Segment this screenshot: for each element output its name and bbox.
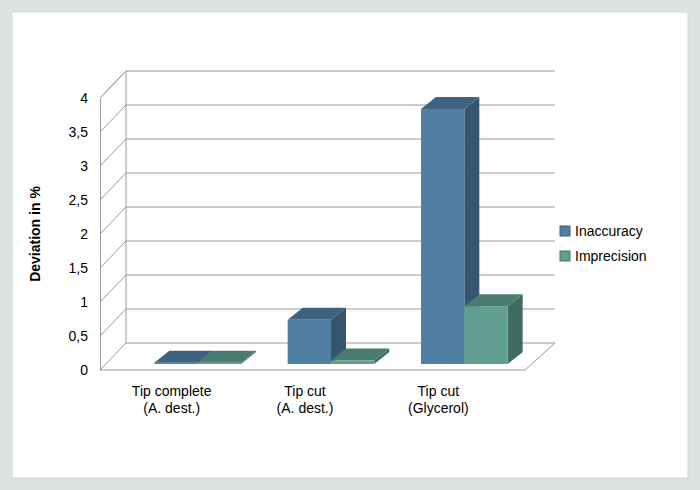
y-tick-label: 2,5: [69, 192, 89, 208]
y-tick: 3: [80, 158, 100, 174]
bar-box: [288, 308, 346, 364]
bar: [421, 109, 464, 364]
bar-side: [508, 294, 523, 364]
y-tick: 2,5: [69, 192, 100, 208]
x-tick: Tip cut(A. dest.): [277, 370, 334, 416]
bar-top: [331, 349, 389, 361]
grid-line: [100, 105, 555, 132]
x-axis: Tip complete(A. dest.)Tip cut(A. dest.)T…: [132, 370, 469, 416]
plot-area: [154, 97, 522, 364]
grid-line: [100, 173, 555, 200]
x-tick-label: Tip cut(A. dest.): [277, 383, 334, 417]
bar-box: [198, 351, 256, 364]
y-tick-label: 3,5: [69, 124, 89, 140]
bar: [154, 363, 197, 364]
y-tick: 3,5: [69, 124, 100, 140]
y-tick-label: 0,5: [69, 328, 89, 344]
y-tick: 2: [80, 226, 100, 242]
grid-line: [100, 207, 555, 234]
y-tick-label: 1,5: [69, 260, 89, 276]
y-tick-label: 2: [80, 226, 88, 242]
y-axis-line: [100, 99, 101, 371]
bar-top: [288, 308, 346, 320]
x-tick-label: Tip complete(A. dest.): [132, 383, 212, 417]
legend-label: Imprecision: [575, 248, 647, 264]
legend-swatch: [560, 226, 570, 236]
bar-top: [198, 351, 256, 363]
x-tick-label-line: Tip complete: [132, 383, 212, 399]
y-tick-label: 3: [80, 158, 88, 174]
y-tick: 0,5: [69, 328, 100, 344]
bar: [198, 363, 241, 364]
grid: [100, 71, 555, 370]
bar-box: [331, 349, 389, 364]
legend: Inaccuracy Imprecision: [560, 223, 647, 264]
x-tick-label-line: Tip cut: [284, 383, 326, 399]
y-tick: 4: [80, 90, 100, 106]
y-tick-label: 4: [80, 90, 88, 106]
legend-label: Inaccuracy: [575, 223, 643, 239]
y-tick: 1,5: [69, 260, 100, 276]
legend-swatch: [560, 251, 570, 261]
y-axis-title: Deviation in %: [27, 186, 43, 282]
y-tick: 0: [80, 362, 100, 378]
bar: [288, 320, 331, 364]
y-axis: 0 0,5 1 1,5 2 2,5 3 3,5 4: [69, 90, 101, 378]
x-tick-label: Tip cut(Glycerol): [408, 383, 469, 417]
grid-line: [100, 139, 555, 166]
x-tick: Tip complete(A. dest.): [132, 370, 212, 416]
bar: [331, 361, 374, 364]
panel: [12, 12, 688, 478]
x-tick: Tip cut(Glycerol): [408, 370, 469, 416]
grid-line: [100, 71, 555, 98]
y-tick-label: 1: [80, 294, 88, 310]
bar-top: [421, 97, 479, 109]
bar-top: [464, 294, 522, 306]
background: [0, 0, 700, 490]
x-tick-label-line: Tip cut: [418, 383, 460, 399]
x-tick-label-line: (A. dest.): [277, 400, 334, 416]
grid-line: [100, 241, 555, 268]
bars: [154, 97, 522, 364]
walls: [100, 71, 555, 370]
bar-box: [464, 294, 522, 364]
bar: [464, 306, 507, 364]
y-tick: 1: [80, 294, 100, 310]
x-tick-label-line: (Glycerol): [408, 400, 469, 416]
x-tick-label-line: (A. dest.): [143, 400, 200, 416]
chart: 0 0,5 1 1,5 2 2,5 3 3,5 4 Deviation in % Tip compl…: [0, 0, 700, 490]
y-tick-label: 0: [80, 362, 88, 378]
